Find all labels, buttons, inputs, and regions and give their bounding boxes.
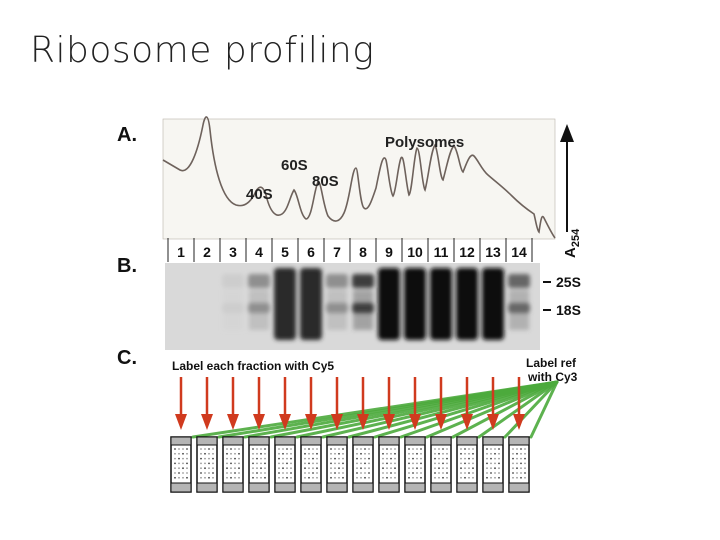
band-label-18s: 18S: [556, 302, 581, 318]
lane-label-6: 6: [307, 244, 315, 260]
gel-smear: [509, 290, 529, 330]
lane-label-13: 13: [485, 244, 501, 260]
panel-label-b: B.: [117, 255, 137, 277]
cy5-arrow: [331, 377, 343, 430]
cy5-arrow: [409, 377, 421, 430]
gel-smear: [249, 290, 269, 330]
cy5-arrow: [513, 377, 525, 430]
peak-label-60s: 60S: [281, 157, 308, 174]
lane-label-11: 11: [434, 244, 449, 260]
lane-label-1: 1: [177, 244, 185, 260]
lane-label-8: 8: [359, 244, 367, 260]
microarray-slide: [196, 436, 218, 493]
gel-smear: [274, 268, 296, 340]
cy5-arrow: [201, 377, 213, 430]
gel-smear: [456, 268, 478, 340]
lane-label-5: 5: [281, 244, 289, 260]
cy3-line: [503, 380, 559, 439]
gel-smear: [404, 268, 426, 340]
cy5-arrow: [357, 377, 369, 430]
absorbance-trace: [162, 116, 556, 239]
gel-smear: [482, 268, 504, 340]
microarray-slide: [430, 436, 452, 493]
gel-smear: [378, 268, 400, 340]
panel-label-c: C.: [117, 347, 137, 369]
microarray-slide: [248, 436, 270, 493]
microarray-slide: [274, 436, 296, 493]
lane-label-7: 7: [333, 244, 341, 260]
peak-label-80s: 80S: [312, 173, 339, 190]
gel-band-25s: [508, 274, 530, 288]
cy3-line: [529, 380, 559, 439]
microarrays: [170, 436, 530, 493]
axis-subscript: 254: [570, 228, 582, 247]
gel-smear: [353, 290, 373, 330]
cy5-label: Label each fraction with Cy5: [172, 359, 334, 373]
cy5-arrow: [227, 377, 239, 430]
cy5-arrow: [253, 377, 265, 430]
slide-title: Ribosome profiling: [30, 30, 375, 71]
microarray-slide: [170, 436, 192, 493]
cy5-arrow: [175, 377, 187, 430]
microarray-slide: [482, 436, 504, 493]
lane-label-10: 10: [407, 244, 423, 260]
microarray-slide: [378, 436, 400, 493]
cy5-arrow: [461, 377, 473, 430]
microarray-slide: [456, 436, 478, 493]
absorbance-profile-panel: 40S 60S 80S Polysomes A254: [162, 116, 582, 258]
lane-label-4: 4: [255, 244, 263, 260]
fraction-dividers: [167, 238, 533, 262]
microarray-slide: [404, 436, 426, 493]
cy5-arrow: [383, 377, 395, 430]
gel-band-25s: [222, 274, 244, 288]
arrow-head-icon: [560, 124, 574, 142]
gel-smear: [300, 268, 322, 340]
cy3-reference-lines: [191, 380, 559, 439]
peak-label-40s: 40S: [246, 186, 273, 203]
lane-label-9: 9: [385, 244, 393, 260]
labeling-panel: Label each fraction with Cy5 Label ref w…: [170, 356, 578, 493]
gel-smear: [223, 290, 243, 330]
lane-label-14: 14: [511, 244, 527, 260]
lane-label-2: 2: [203, 244, 211, 260]
gel-band-25s: [248, 274, 270, 288]
gel-smear: [327, 290, 347, 330]
cy3-line: [451, 380, 559, 439]
microarray-slide: [222, 436, 244, 493]
gel-lanes: [222, 268, 530, 340]
lane-label-12: 12: [459, 244, 475, 260]
gel-smear: [430, 268, 452, 340]
cy5-arrows: [175, 377, 525, 430]
ref-label-line2: with Cy3: [527, 370, 578, 384]
microarray-slide: [326, 436, 348, 493]
gel-band-25s: [326, 274, 348, 288]
band-label-25s: 25S: [556, 274, 581, 290]
gel-panel: 25S 18S: [165, 263, 581, 350]
microarray-slide: [300, 436, 322, 493]
lane-labels: 1 2 3 4 5 6 7 8 9 10 11 12 13 14: [177, 244, 527, 260]
cy5-arrow: [435, 377, 447, 430]
gel-band-25s: [352, 274, 374, 288]
cy5-arrow: [305, 377, 317, 430]
microarray-slide: [352, 436, 374, 493]
lane-label-3: 3: [229, 244, 237, 260]
cy5-arrow: [487, 377, 499, 430]
peak-label-polysomes: Polysomes: [385, 134, 464, 151]
panel-label-a: A.: [117, 124, 137, 146]
cy5-arrow: [279, 377, 291, 430]
cy3-line: [399, 380, 559, 439]
absorbance-axis-label: A254: [562, 228, 582, 258]
axis-letter: A: [562, 247, 579, 258]
ref-label-line1: Label ref: [526, 356, 577, 370]
microarray-slide: [508, 436, 530, 493]
